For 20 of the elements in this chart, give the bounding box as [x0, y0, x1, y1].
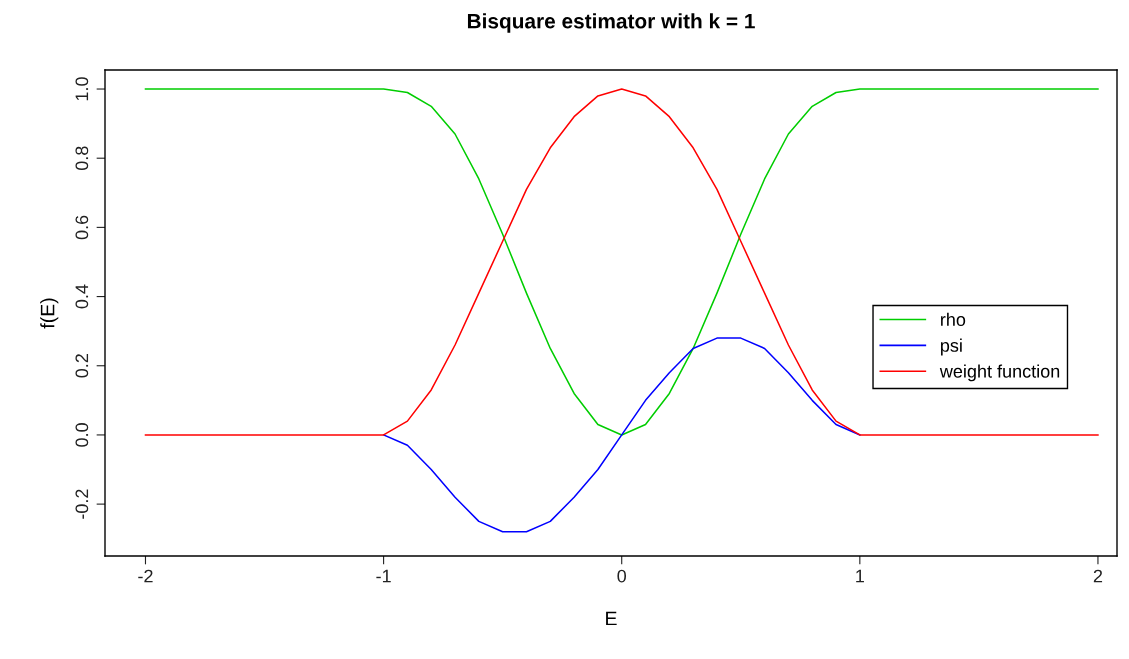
- legend-label: weight function: [939, 364, 1060, 382]
- line-series: [144, 88, 1099, 436]
- x-axis-title: E: [606, 611, 617, 626]
- y-tick-label: 0.2: [75, 354, 89, 378]
- y-tick-label: 0.8: [75, 146, 89, 171]
- x-tick-label: -2: [138, 569, 153, 583]
- y-tick-label: 0.6: [75, 215, 89, 240]
- chart-title: Bisquare estimator with k = 1: [467, 13, 755, 33]
- y-tick-label: 1.0: [75, 77, 89, 101]
- y-tick-label: -0.2: [75, 489, 89, 519]
- y-axis-title: f(E): [40, 298, 59, 329]
- y-tick-label: 0.4: [75, 284, 89, 309]
- legend-label: rho: [941, 312, 966, 327]
- line-series: [382, 337, 861, 533]
- x-tick-label: 0: [617, 569, 627, 583]
- x-tick-label: 2: [1093, 569, 1103, 583]
- y-tick-label: 0.0: [75, 423, 89, 447]
- x-tick-label: 1: [856, 569, 864, 583]
- x-tick-label: -1: [376, 569, 391, 583]
- legend-label: psi: [941, 338, 962, 356]
